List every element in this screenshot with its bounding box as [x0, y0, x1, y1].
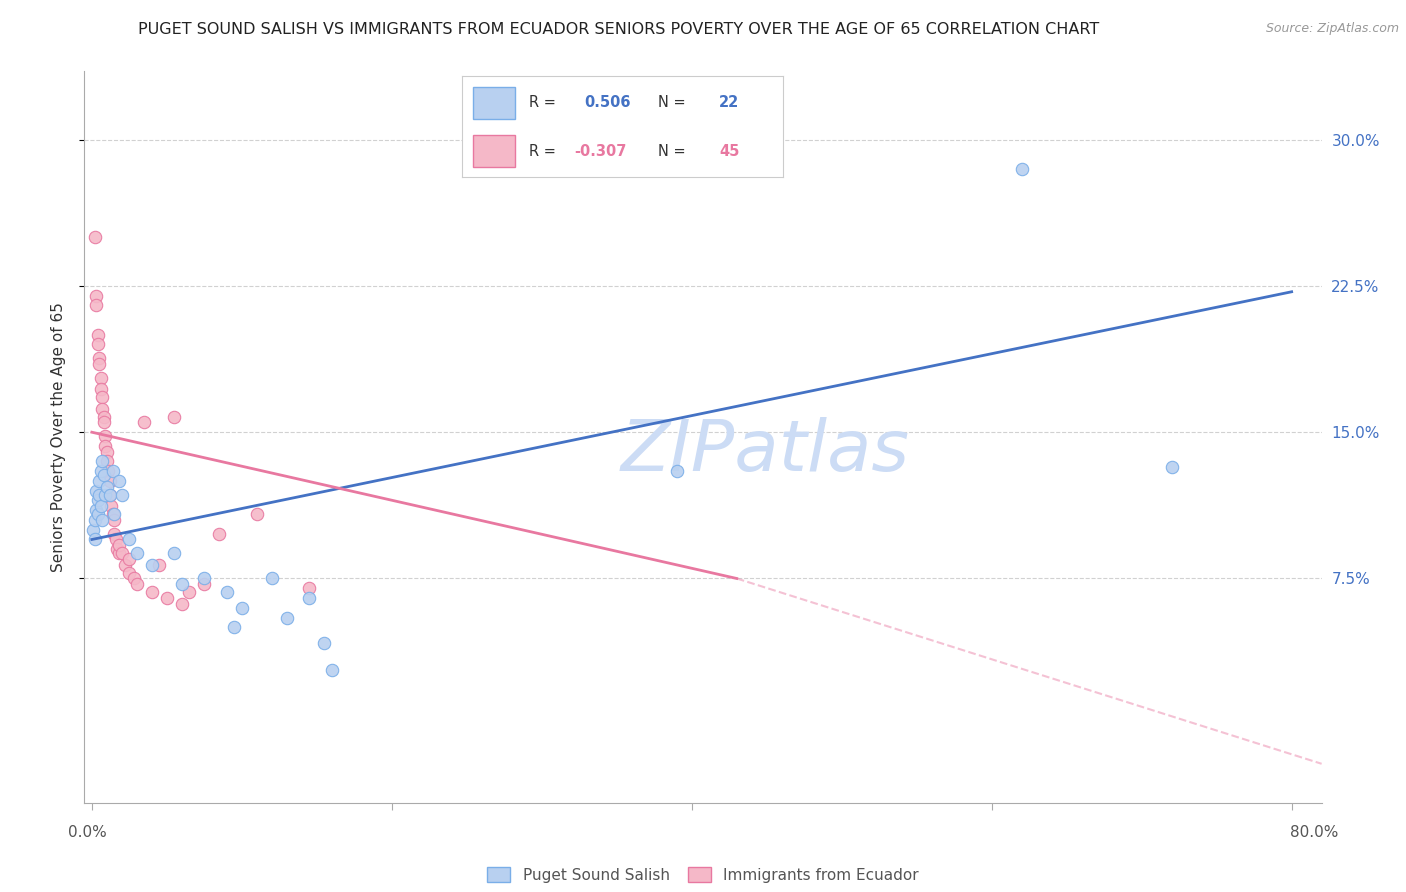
Point	[141, 558, 163, 572]
Text: Source: ZipAtlas.com: Source: ZipAtlas.com	[1265, 22, 1399, 36]
Point	[89, 357, 111, 371]
Point	[86, 483, 108, 498]
Point	[125, 546, 148, 560]
Point	[94, 488, 117, 502]
Legend: Puget Sound Salish, Immigrants from Ecuador: Puget Sound Salish, Immigrants from Ecua…	[479, 859, 927, 890]
Point	[108, 546, 131, 560]
Point	[98, 488, 121, 502]
Point	[89, 351, 111, 365]
Point	[104, 533, 127, 547]
Point	[141, 585, 163, 599]
Point	[91, 513, 114, 527]
Point	[94, 429, 117, 443]
Point	[89, 474, 111, 488]
Point	[163, 409, 186, 424]
Point	[170, 597, 193, 611]
Point	[89, 488, 111, 502]
Point	[86, 298, 108, 312]
Point	[125, 577, 148, 591]
Point	[193, 577, 215, 591]
Point	[118, 552, 141, 566]
Point	[87, 507, 110, 521]
Point	[87, 337, 110, 351]
Point	[94, 439, 117, 453]
Point	[321, 663, 343, 677]
Point	[314, 636, 336, 650]
Point	[298, 591, 321, 605]
Point	[148, 558, 170, 572]
Point	[83, 533, 105, 547]
Point	[93, 416, 115, 430]
Point	[108, 474, 131, 488]
Point	[156, 591, 179, 605]
Point	[83, 513, 105, 527]
Text: ZIPatlas: ZIPatlas	[620, 417, 910, 486]
Point	[90, 370, 112, 384]
Point	[108, 538, 131, 552]
Point	[86, 503, 108, 517]
Point	[105, 542, 128, 557]
Point	[260, 572, 283, 586]
Point	[96, 454, 118, 468]
Point	[90, 464, 112, 478]
Point	[101, 464, 124, 478]
Point	[98, 488, 121, 502]
Point	[93, 468, 115, 483]
Point	[215, 585, 238, 599]
Point	[170, 577, 193, 591]
Point	[179, 585, 201, 599]
Point	[246, 507, 269, 521]
Point	[91, 454, 114, 468]
Text: 80.0%: 80.0%	[1291, 825, 1339, 840]
Point	[111, 546, 134, 560]
Point	[100, 500, 122, 514]
Point	[87, 327, 110, 342]
Point	[96, 444, 118, 458]
Point	[87, 493, 110, 508]
Point	[163, 546, 186, 560]
Point	[86, 288, 108, 302]
Point	[118, 566, 141, 580]
Point	[1160, 460, 1182, 475]
Point	[103, 526, 125, 541]
Text: PUGET SOUND SALISH VS IMMIGRANTS FROM ECUADOR SENIORS POVERTY OVER THE AGE OF 65: PUGET SOUND SALISH VS IMMIGRANTS FROM EC…	[138, 22, 1099, 37]
Point	[224, 620, 246, 634]
Point	[111, 488, 134, 502]
Point	[665, 464, 688, 478]
Point	[208, 526, 231, 541]
Point	[98, 474, 121, 488]
Point	[122, 572, 145, 586]
Point	[90, 500, 112, 514]
Point	[83, 230, 105, 244]
Point	[193, 572, 215, 586]
Point	[91, 401, 114, 416]
Point	[82, 523, 104, 537]
Text: 0.0%: 0.0%	[67, 825, 107, 840]
Point	[93, 409, 115, 424]
Point	[1011, 161, 1033, 176]
Point	[97, 464, 120, 478]
Point	[103, 513, 125, 527]
Point	[298, 581, 321, 595]
Point	[101, 507, 124, 521]
Point	[91, 390, 114, 404]
Point	[276, 610, 298, 624]
Point	[114, 558, 136, 572]
Point	[96, 480, 118, 494]
Point	[90, 382, 112, 396]
Point	[103, 507, 125, 521]
Point	[134, 416, 156, 430]
Point	[118, 533, 141, 547]
Point	[231, 600, 253, 615]
Y-axis label: Seniors Poverty Over the Age of 65: Seniors Poverty Over the Age of 65	[51, 302, 66, 572]
